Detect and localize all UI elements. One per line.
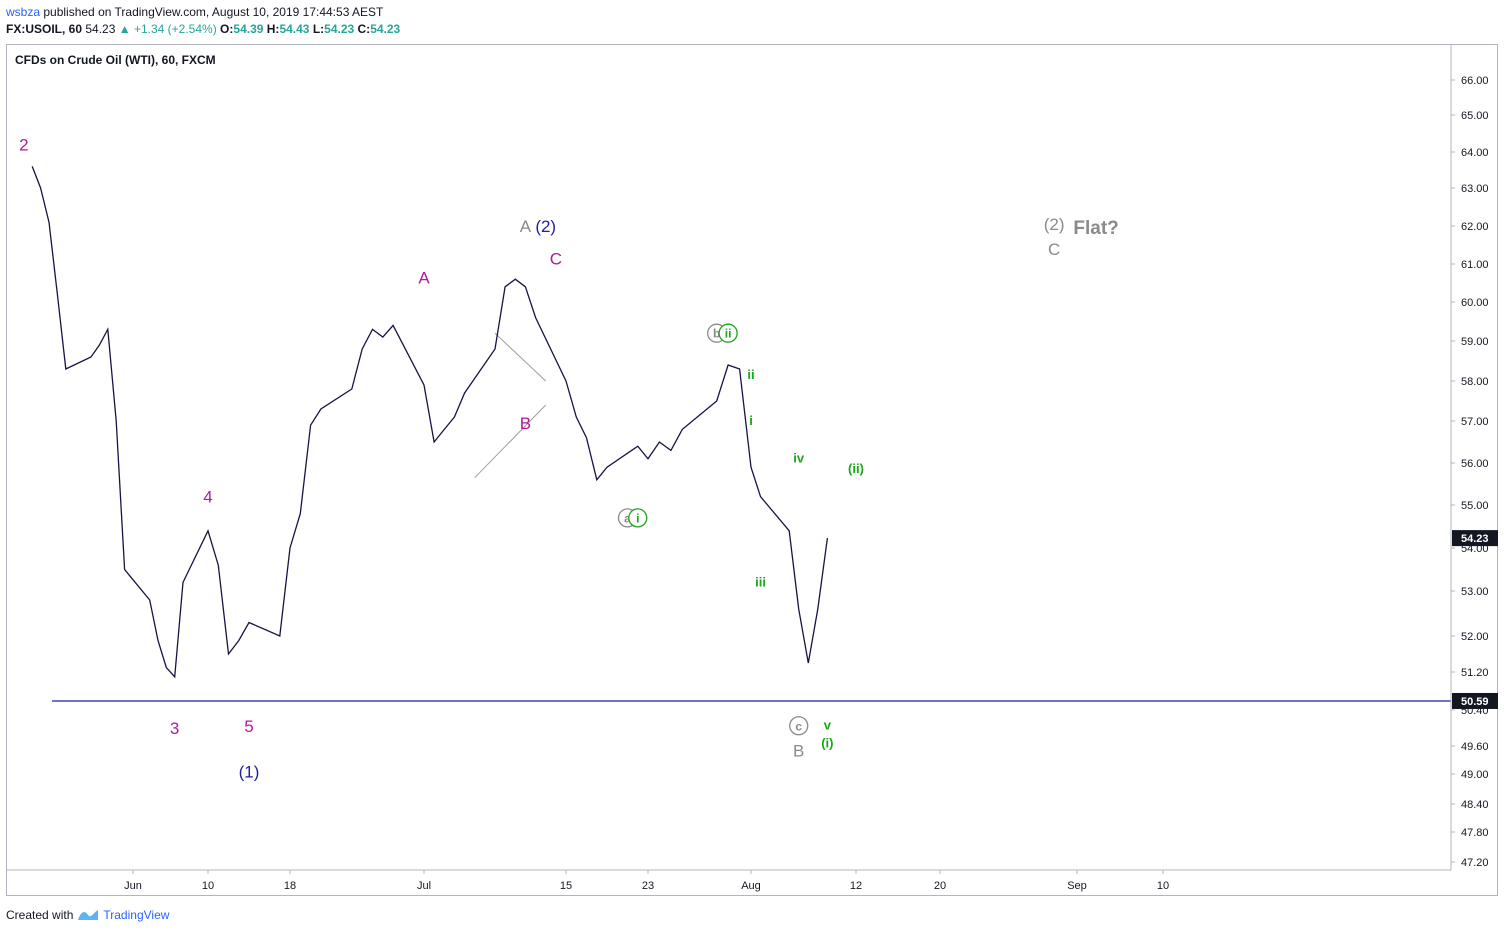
publisher-line: wsbza published on TradingView.com, Augu… (6, 5, 383, 19)
wave-label: iii (755, 574, 766, 589)
x-tick-label: 10 (1157, 880, 1169, 892)
footer: Created with TradingView (6, 908, 169, 922)
chart-title: CFDs on Crude Oil (WTI), 60, FXCM (15, 53, 216, 67)
wave-label: c (795, 719, 802, 733)
wave-label: i (636, 511, 639, 525)
y-tick-label: 64.00 (1461, 147, 1489, 159)
wave-label: (ii) (848, 461, 864, 476)
close-label: C: (357, 22, 371, 36)
price-label: 54.23 (1461, 533, 1489, 545)
y-tick-label: 47.80 (1461, 827, 1489, 839)
y-tick-label: 60.00 (1461, 297, 1489, 309)
open-value: 54.39 (233, 22, 264, 36)
y-tick-label: 52.00 (1461, 631, 1489, 643)
wave-label-circle (789, 716, 809, 736)
y-tick-label: 47.20 (1461, 857, 1489, 869)
y-tick-label: 62.00 (1461, 221, 1489, 233)
wave-label: iv (793, 451, 805, 466)
wave-label: b (713, 327, 720, 341)
x-tick-label: 15 (560, 880, 572, 892)
x-tick-label: 20 (934, 880, 946, 892)
tradingview-brand-link[interactable]: TradingView (103, 908, 170, 922)
chart-frame (6, 44, 1498, 896)
wave-label: (1) (239, 763, 260, 782)
x-tick-label: Jul (417, 880, 431, 892)
wave-label: (2) (535, 217, 556, 236)
wave-label: B (520, 414, 531, 433)
price-label-box (1452, 530, 1498, 547)
symbol-ohlc-line: FX:USOIL, 60 54.23 ▲ +1.34 (+2.54%) O:54… (6, 22, 400, 36)
x-tick-label: 18 (284, 880, 296, 892)
y-tick-label: 66.00 (1461, 75, 1489, 87)
symbol-name: FX:USOIL, 60 (6, 22, 83, 36)
tradingview-logo-icon (78, 910, 99, 920)
y-tick-label: 58.00 (1461, 376, 1489, 388)
y-tick-label: 49.60 (1461, 741, 1489, 753)
wave-label: C (1048, 240, 1060, 259)
wave-label: B (793, 742, 804, 761)
y-tick-label: 59.00 (1461, 336, 1489, 348)
wave-label: 4 (203, 488, 212, 507)
publisher-username[interactable]: wsbza (6, 5, 41, 19)
wave-label: Flat? (1073, 218, 1118, 239)
wave-label: 2 (19, 136, 28, 155)
wave-label: A (418, 268, 430, 287)
y-tick-label: 51.20 (1461, 667, 1489, 679)
wedge-line (494, 332, 547, 382)
y-tick-label: 57.00 (1461, 416, 1489, 428)
y-tick-label: 65.00 (1461, 110, 1489, 122)
x-tick-label: 23 (642, 880, 654, 892)
x-tick-label: Aug (741, 880, 761, 892)
wave-label-circle (718, 323, 738, 343)
x-tick-label: 12 (850, 880, 862, 892)
price-label: 50.59 (1461, 696, 1489, 708)
wave-label-circle (628, 508, 648, 528)
wave-label: 3 (170, 719, 179, 738)
created-with-text: Created with (6, 908, 74, 922)
low-label: L: (312, 22, 325, 36)
wedge-pattern-lines (474, 332, 547, 479)
price-label-box (1452, 692, 1498, 709)
x-tick-label: Jun (124, 880, 142, 892)
close-value: 54.23 (370, 22, 401, 36)
wave-label: v (824, 718, 832, 733)
wedge-line (474, 404, 547, 479)
price-series-line (31, 166, 829, 679)
x-tick-label: Sep (1067, 880, 1087, 892)
y-tick-label: 49.00 (1461, 769, 1489, 781)
wave-label: ii (747, 367, 754, 382)
wave-label: (i) (821, 736, 833, 751)
x-tick-label: 10 (202, 880, 214, 892)
wave-label: (2) (1044, 215, 1065, 234)
change-arrow-icon: ▲ (118, 22, 131, 36)
wave-label: A (520, 217, 532, 236)
y-tick-label: 63.00 (1461, 183, 1489, 195)
y-tick-label: 55.00 (1461, 500, 1489, 512)
high-value: 54.43 (279, 22, 310, 36)
last-price: 54.23 (85, 22, 116, 36)
wave-label: C (550, 249, 562, 268)
y-tick-label: 61.00 (1461, 259, 1489, 271)
wave-label: 5 (244, 717, 253, 736)
open-label: O: (220, 22, 234, 36)
published-text: published on TradingView.com, August 10,… (43, 5, 384, 19)
price-change: +1.34 (+2.54%) (133, 22, 217, 36)
y-tick-label: 53.00 (1461, 586, 1489, 598)
wave-label: a (624, 511, 631, 525)
y-tick-label: 56.00 (1461, 458, 1489, 470)
high-label: H: (266, 22, 280, 36)
y-tick-label: 48.40 (1461, 799, 1489, 811)
low-value: 54.23 (324, 22, 355, 36)
wave-label: i (749, 413, 753, 428)
wave-label: ii (725, 327, 732, 341)
